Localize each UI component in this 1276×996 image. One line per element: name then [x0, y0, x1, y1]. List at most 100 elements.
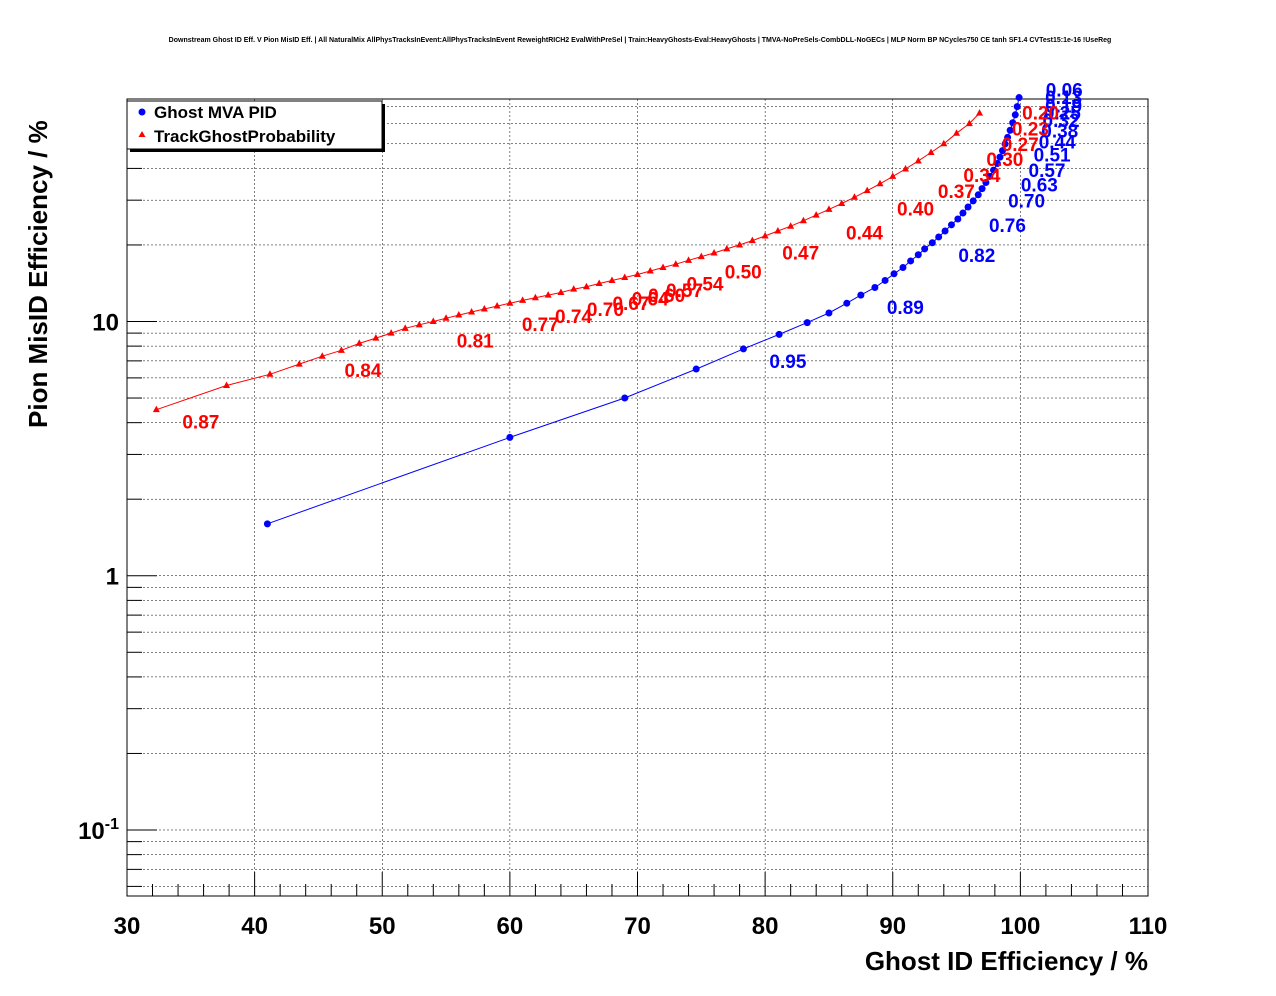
data-point	[646, 266, 654, 274]
data-point	[506, 433, 514, 441]
data-point	[697, 252, 705, 260]
x-tick-label: 80	[752, 913, 779, 940]
data-point	[965, 119, 973, 127]
point-label: 0.70	[1008, 192, 1045, 213]
data-point	[295, 360, 303, 367]
point-label: 0.76	[989, 216, 1026, 237]
data-point	[1011, 111, 1019, 119]
data-point	[355, 339, 363, 346]
data-point	[928, 239, 936, 247]
data-point	[557, 288, 565, 296]
data-point	[850, 193, 858, 200]
data-point	[442, 314, 450, 321]
data-point	[1015, 94, 1023, 102]
data-point	[803, 319, 811, 327]
data-point	[799, 216, 807, 224]
data-point	[659, 263, 667, 271]
point-label: 0.70	[587, 300, 624, 321]
data-point	[455, 311, 463, 318]
point-label: 0.82	[958, 246, 995, 267]
data-point	[976, 109, 984, 116]
data-point	[838, 199, 846, 207]
series-line-1	[156, 112, 980, 411]
data-point	[921, 245, 929, 253]
data-point	[621, 273, 629, 280]
x-axis-title: Ghost ID Efficiency / %	[865, 946, 1148, 976]
y-tick-label: 10	[92, 309, 119, 336]
x-tick-label: 30	[114, 913, 141, 940]
data-point	[914, 251, 922, 259]
data-point	[468, 307, 476, 315]
data-point	[1004, 133, 1012, 141]
data-point	[927, 148, 935, 155]
data-point	[372, 334, 380, 341]
data-point	[775, 330, 783, 338]
data-point	[935, 233, 943, 241]
data-point	[544, 291, 552, 298]
y-tick-label: 1	[106, 564, 119, 591]
point-label: 0.19	[1045, 96, 1082, 117]
data-point	[582, 282, 590, 290]
data-point	[881, 276, 889, 284]
data-point	[531, 293, 539, 301]
data-point	[429, 317, 437, 324]
data-point	[493, 302, 501, 309]
point-label: 0.51	[1034, 146, 1071, 167]
data-point	[152, 405, 160, 413]
point-label: 0.57	[1029, 161, 1066, 182]
chart-title: Downstream Ghost ID Eff. V Pion MisID Ef…	[169, 37, 1112, 44]
data-point	[263, 520, 271, 528]
point-label: 0.47	[782, 244, 819, 265]
x-tick-label: 100	[1000, 913, 1040, 940]
point-label: 0.38	[1041, 121, 1078, 142]
data-point	[1006, 126, 1014, 134]
y-axis-tick-labels: 10-1 1 10	[78, 309, 119, 845]
point-label: 0.63	[1021, 176, 1058, 197]
legend-label-track-ghost-prob: TrackGhostProbability	[154, 127, 336, 146]
data-point	[825, 309, 833, 317]
point-label: 0.81	[457, 331, 494, 352]
x-tick-label: 110	[1129, 913, 1168, 940]
point-label: 0.50	[725, 263, 762, 284]
data-point	[964, 203, 972, 211]
data-point	[899, 264, 907, 272]
data-point	[954, 215, 962, 223]
data-point	[978, 185, 986, 193]
point-label: 0.40	[897, 200, 934, 221]
point-label: 0.32	[1043, 111, 1080, 132]
data-point	[401, 324, 409, 331]
point-label: 0.54	[686, 275, 723, 296]
data-point	[672, 260, 680, 267]
data-point	[1013, 103, 1021, 111]
data-point	[999, 147, 1007, 155]
x-tick-label: 90	[879, 913, 906, 940]
data-point	[337, 346, 345, 353]
data-point	[953, 129, 961, 136]
point-label: 0.06	[1046, 81, 1083, 102]
series-line-0	[267, 97, 1020, 525]
data-point	[774, 226, 782, 234]
point-label: 0.37	[938, 182, 975, 203]
data-point	[969, 197, 977, 205]
data-point	[506, 299, 514, 306]
data-point	[761, 231, 769, 239]
legend-marker-ghost-mva	[138, 108, 146, 116]
data-point	[825, 205, 833, 212]
y-tick-label: 10-1	[78, 816, 119, 845]
data-point	[223, 381, 231, 389]
point-label: 0.44	[846, 223, 883, 244]
point-label: 0.30	[986, 150, 1023, 171]
data-point	[723, 244, 731, 252]
point-label: 0.87	[182, 413, 219, 434]
data-point	[986, 172, 994, 180]
data-point	[863, 186, 871, 194]
point-label: 0.74	[555, 307, 592, 328]
data-point	[996, 153, 1004, 161]
data-point	[941, 227, 949, 235]
data-point	[982, 179, 990, 187]
data-point	[266, 370, 274, 377]
data-point	[1001, 140, 1009, 148]
data-point	[959, 209, 967, 217]
point-label: 0.67	[612, 294, 649, 315]
